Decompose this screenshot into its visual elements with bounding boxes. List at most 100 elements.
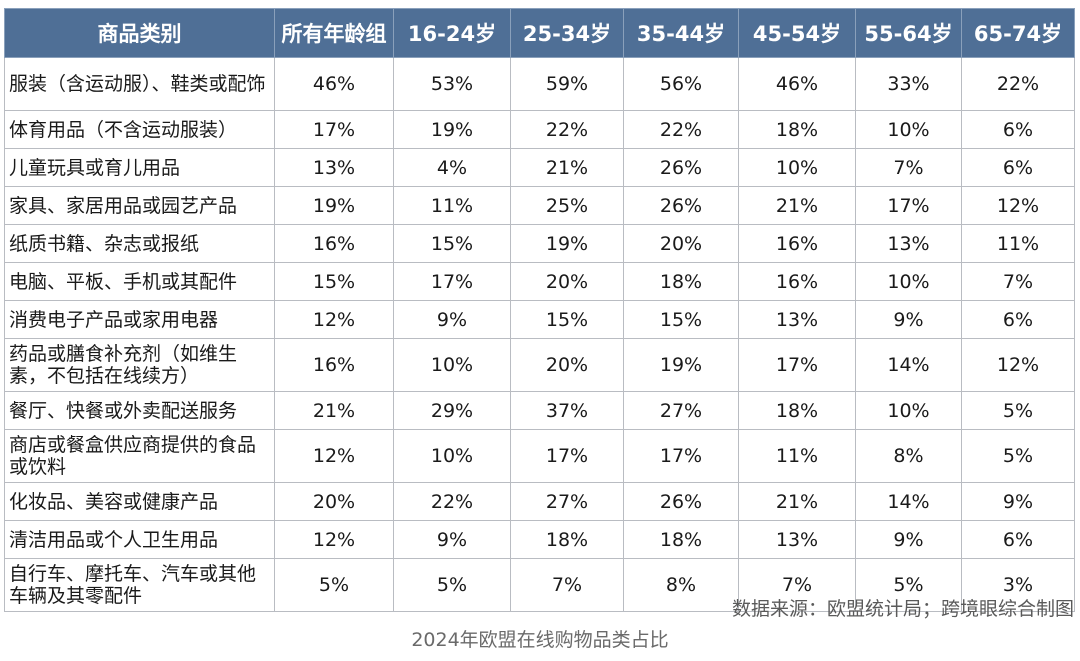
value-cell: 22% <box>961 57 1075 111</box>
value-cell: 16% <box>274 224 394 263</box>
value-cell: 17% <box>393 262 511 301</box>
value-cell: 16% <box>738 224 856 263</box>
value-cell: 15% <box>274 262 394 301</box>
value-cell: 11% <box>961 224 1075 263</box>
value-cell: 19% <box>274 186 394 225</box>
value-cell: 22% <box>623 110 739 149</box>
header-age-group: 16-24岁 <box>393 8 511 58</box>
value-cell: 21% <box>738 482 856 521</box>
value-cell: 10% <box>855 391 962 430</box>
category-cell: 商店或餐盒供应商提供的食品或饮料 <box>4 429 275 483</box>
value-cell: 26% <box>623 148 739 187</box>
value-cell: 17% <box>510 429 624 483</box>
category-cell: 消费电子产品或家用电器 <box>4 300 275 339</box>
category-share-table: 商品类别 所有年龄组 16-24岁 25-34岁 35-44岁 45-54岁 55-64岁 6… <box>4 8 1075 612</box>
value-cell: 12% <box>274 429 394 483</box>
value-cell: 18% <box>510 520 624 559</box>
table-row: 家具、家居用品或园艺产品 19% 11% 25% 26% 21% 17% 12% <box>4 186 1075 225</box>
category-cell: 餐厅、快餐或外卖配送服务 <box>4 391 275 430</box>
value-cell: 10% <box>738 148 856 187</box>
value-cell: 10% <box>855 110 962 149</box>
value-cell: 46% <box>738 57 856 111</box>
category-cell: 电脑、平板、手机或其配件 <box>4 262 275 301</box>
value-cell: 9% <box>393 520 511 559</box>
category-cell: 自行车、摩托车、汽车或其他车辆及其零配件 <box>4 558 275 612</box>
value-cell: 11% <box>393 186 511 225</box>
header-category: 商品类别 <box>4 8 275 58</box>
value-cell: 46% <box>274 57 394 111</box>
value-cell: 11% <box>738 429 856 483</box>
value-cell: 21% <box>510 148 624 187</box>
category-share-table-wrap: 商品类别 所有年龄组 16-24岁 25-34岁 35-44岁 45-54岁 55-64岁 6… <box>4 8 1075 612</box>
table-row: 清洁用品或个人卫生用品 12% 9% 18% 18% 13% 9% 6% <box>4 520 1075 559</box>
table-row: 化妆品、美容或健康产品 20% 22% 27% 26% 21% 14% 9% <box>4 482 1075 521</box>
value-cell: 16% <box>274 338 394 392</box>
value-cell: 9% <box>855 300 962 339</box>
value-cell: 7% <box>510 558 624 612</box>
value-cell: 7% <box>855 148 962 187</box>
value-cell: 8% <box>855 429 962 483</box>
value-cell: 12% <box>274 520 394 559</box>
value-cell: 26% <box>623 482 739 521</box>
value-cell: 20% <box>623 224 739 263</box>
header-age-group: 45-54岁 <box>738 8 856 58</box>
value-cell: 3% <box>961 558 1075 612</box>
category-cell: 家具、家居用品或园艺产品 <box>4 186 275 225</box>
value-cell: 26% <box>623 186 739 225</box>
value-cell: 13% <box>738 520 856 559</box>
value-cell: 13% <box>738 300 856 339</box>
value-cell: 14% <box>855 338 962 392</box>
value-cell: 17% <box>738 338 856 392</box>
value-cell: 13% <box>855 224 962 263</box>
category-cell: 服装（含运动服）、鞋类或配饰 <box>4 57 275 111</box>
value-cell: 6% <box>961 300 1075 339</box>
value-cell: 7% <box>738 558 856 612</box>
value-cell: 5% <box>961 429 1075 483</box>
category-cell: 纸质书籍、杂志或报纸 <box>4 224 275 263</box>
header-age-group: 55-64岁 <box>855 8 962 58</box>
value-cell: 14% <box>855 482 962 521</box>
value-cell: 9% <box>961 482 1075 521</box>
chart-title: 2024年欧盟在线购物品类占比 <box>411 629 669 651</box>
value-cell: 53% <box>393 57 511 111</box>
category-cell: 清洁用品或个人卫生用品 <box>4 520 275 559</box>
value-cell: 19% <box>510 224 624 263</box>
header-age-group: 25-34岁 <box>510 8 624 58</box>
value-cell: 22% <box>510 110 624 149</box>
value-cell: 25% <box>510 186 624 225</box>
table-row: 自行车、摩托车、汽车或其他车辆及其零配件 5% 5% 7% 8% 7% 5% 3% <box>4 558 1075 612</box>
value-cell: 5% <box>274 558 394 612</box>
value-cell: 7% <box>961 262 1075 301</box>
value-cell: 27% <box>510 482 624 521</box>
value-cell: 18% <box>738 110 856 149</box>
value-cell: 18% <box>738 391 856 430</box>
value-cell: 10% <box>393 429 511 483</box>
value-cell: 8% <box>623 558 739 612</box>
value-cell: 6% <box>961 110 1075 149</box>
value-cell: 10% <box>855 262 962 301</box>
header-age-group: 35-44岁 <box>623 8 739 58</box>
value-cell: 20% <box>510 338 624 392</box>
value-cell: 15% <box>393 224 511 263</box>
value-cell: 56% <box>623 57 739 111</box>
value-cell: 12% <box>274 300 394 339</box>
value-cell: 12% <box>961 186 1075 225</box>
value-cell: 29% <box>393 391 511 430</box>
value-cell: 22% <box>393 482 511 521</box>
value-cell: 13% <box>274 148 394 187</box>
value-cell: 17% <box>855 186 962 225</box>
table-row: 药品或膳食补充剂（如维生素，不包括在线续方） 16% 10% 20% 19% 17% 14%… <box>4 338 1075 392</box>
table-row: 纸质书籍、杂志或报纸 16% 15% 19% 20% 16% 13% 11% <box>4 224 1075 263</box>
value-cell: 17% <box>623 429 739 483</box>
table-header-row: 商品类别 所有年龄组 16-24岁 25-34岁 35-44岁 45-54岁 55-64岁 6… <box>4 8 1075 58</box>
value-cell: 17% <box>274 110 394 149</box>
header-age-group: 所有年龄组 <box>274 8 394 58</box>
value-cell: 18% <box>623 262 739 301</box>
table-row: 电脑、平板、手机或其配件 15% 17% 20% 18% 16% 10% 7% <box>4 262 1075 301</box>
table-row: 服装（含运动服）、鞋类或配饰 46% 53% 59% 56% 46% 33% 22% <box>4 57 1075 111</box>
table-row: 商店或餐盒供应商提供的食品或饮料 12% 10% 17% 17% 11% 8% 5% <box>4 429 1075 483</box>
value-cell: 21% <box>274 391 394 430</box>
value-cell: 6% <box>961 148 1075 187</box>
value-cell: 20% <box>510 262 624 301</box>
value-cell: 5% <box>961 391 1075 430</box>
